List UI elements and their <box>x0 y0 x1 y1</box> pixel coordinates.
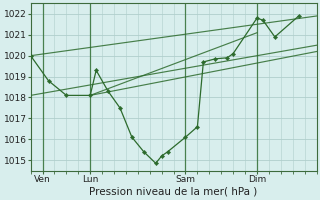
X-axis label: Pression niveau de la mer( hPa ): Pression niveau de la mer( hPa ) <box>90 187 258 197</box>
